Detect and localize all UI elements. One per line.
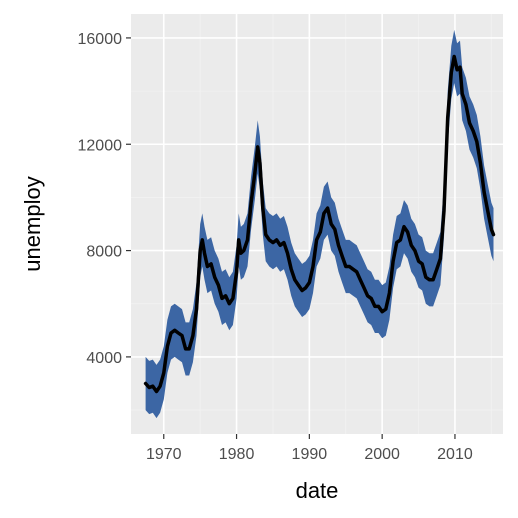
- y-tick-label: 12000: [78, 137, 123, 154]
- unemploy-line: [143, 54, 496, 394]
- x-tick-label: 1970: [146, 446, 182, 463]
- y-tick-label: 4000: [86, 350, 122, 367]
- confidence-ribbon: [145, 29, 494, 419]
- x-tick-label: 1990: [292, 446, 328, 463]
- x-tick-label: 1980: [219, 446, 255, 463]
- x-tick-label: 2000: [364, 446, 400, 463]
- x-axis-title: date: [296, 478, 339, 503]
- y-tick-label: 16000: [78, 31, 123, 48]
- y-tick-label: 8000: [86, 244, 122, 261]
- x-tick-label: 2010: [437, 446, 473, 463]
- y-axis: 4000 8000 12000 16000: [78, 31, 131, 367]
- x-axis: 1970 1980 1990 2000 2010: [146, 434, 473, 463]
- y-axis-title: unemploy: [20, 176, 45, 271]
